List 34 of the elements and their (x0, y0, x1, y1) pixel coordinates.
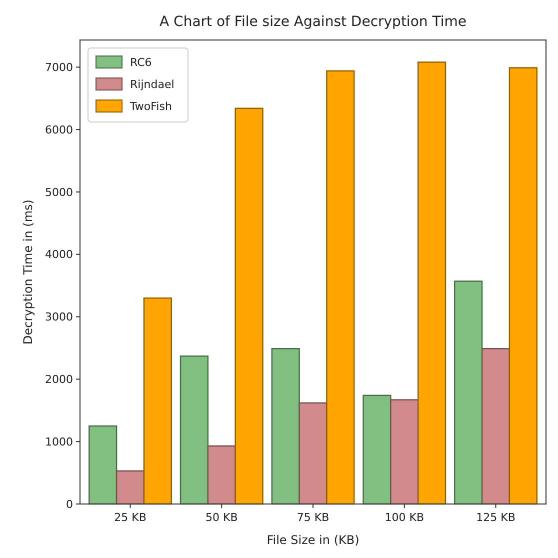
bar (481, 348, 510, 505)
bar (508, 67, 538, 505)
bar (207, 445, 236, 505)
x-tick-label: 125 KB (476, 511, 516, 524)
y-tick-label: 6000 (45, 123, 73, 136)
bar (116, 470, 145, 505)
y-tick-label: 5000 (45, 186, 73, 199)
y-tick-label: 7000 (45, 60, 73, 74)
bar (326, 70, 355, 505)
x-tick-label: 50 KB (205, 511, 238, 524)
bar (417, 62, 446, 505)
bar (390, 399, 419, 505)
x-tick-label: 100 KB (384, 511, 424, 524)
y-tick-label: 0 (66, 498, 73, 511)
x-tick-label: 75 KB (296, 511, 330, 524)
bar (143, 297, 172, 505)
bar (234, 108, 264, 505)
bar (362, 394, 392, 505)
y-axis-title: Decryption Time in (ms) (21, 200, 35, 344)
bar (88, 425, 118, 505)
chart-title: A Chart of File size Against Decryption Time (160, 14, 466, 30)
legend-label: RC6 (130, 56, 152, 69)
x-axis-title: File Size in (KB) (266, 533, 360, 547)
y-tick-label: 2000 (45, 373, 73, 386)
bar (454, 280, 483, 505)
y-tick-label: 1000 (45, 435, 73, 448)
y-tick-label: 4000 (45, 248, 73, 262)
legend-label: TwoFish (129, 100, 172, 113)
y-tick-label: 3000 (45, 310, 73, 324)
bar (271, 348, 300, 505)
x-tick-label: 25 KB (114, 511, 146, 524)
bar (180, 355, 209, 505)
legend-label: Rijndael (130, 78, 174, 91)
bar (298, 402, 328, 505)
